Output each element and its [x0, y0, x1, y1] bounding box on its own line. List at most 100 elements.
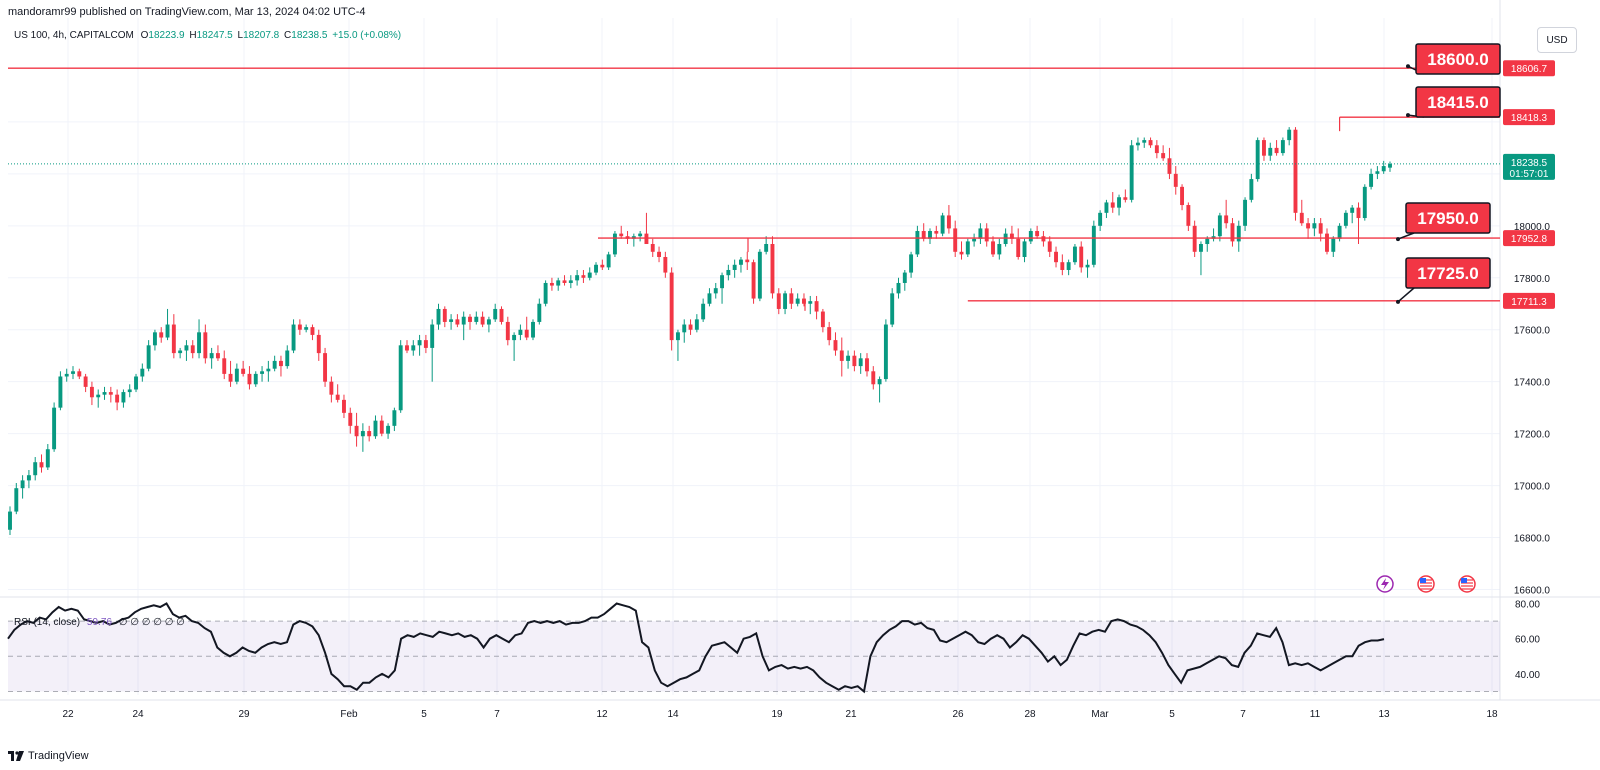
- x-tick-label: 18: [1486, 709, 1498, 720]
- candle-body: [247, 373, 252, 385]
- level-callout-box[interactable]: [1405, 202, 1491, 234]
- high-value: 18247.5: [196, 30, 233, 41]
- currency-button[interactable]: USD: [1537, 27, 1577, 53]
- candle-body: [335, 394, 340, 400]
- level-axis-badge: [1503, 292, 1555, 309]
- candle-body: [751, 262, 756, 299]
- candle-body: [215, 353, 220, 359]
- candle-body: [764, 244, 769, 252]
- footer-brand-label: TradingView: [28, 750, 89, 762]
- candle-body: [1362, 186, 1367, 219]
- candle-body: [512, 334, 517, 341]
- candle-body: [808, 301, 813, 304]
- open-value: 18223.9: [148, 30, 185, 41]
- candle-body: [354, 425, 359, 437]
- level-callout-box[interactable]: [1415, 86, 1501, 118]
- level-callout-label: 18600.0: [1427, 50, 1488, 69]
- candle-body: [20, 480, 25, 489]
- candle-body: [839, 350, 844, 361]
- close-value: 18238.5: [291, 30, 328, 41]
- candle-body: [940, 215, 945, 234]
- candle-body: [474, 316, 479, 322]
- price-tick-label: 16800.0: [1514, 534, 1551, 545]
- candle-body: [562, 280, 567, 283]
- rsi-plot: [7, 602, 1385, 694]
- us-flag-icon[interactable]: [1417, 575, 1435, 593]
- axes: 22 24 29 Feb 5 7 12 14 19 21 26 28 Mar 5 7 11 13 18 16600.…: [62, 222, 1550, 720]
- candle-body: [682, 324, 687, 333]
- candle-body: [190, 345, 195, 354]
- candle-body: [386, 425, 391, 434]
- x-tick-label: 5: [421, 709, 427, 720]
- level-callout-box[interactable]: [1405, 257, 1491, 289]
- current-price-badge: [1503, 153, 1555, 180]
- level-axis-badge: [1503, 60, 1555, 77]
- level-axis-badge: [1503, 109, 1555, 126]
- candle-body: [33, 462, 38, 476]
- candle-body: [146, 345, 151, 369]
- candle-body: [1085, 264, 1090, 268]
- x-tick-label: 7: [494, 709, 500, 720]
- candle-body: [323, 353, 328, 382]
- x-tick-label: Feb: [340, 709, 358, 720]
- candle-body: [1142, 140, 1147, 143]
- candle-body: [449, 319, 454, 322]
- tradingview-logo-icon: [8, 750, 24, 761]
- candle-body: [203, 332, 208, 359]
- level-callout-box[interactable]: [1415, 43, 1501, 75]
- candle-body: [896, 282, 901, 294]
- open-prefix: O: [140, 30, 149, 41]
- candle-body: [411, 345, 416, 351]
- candle-body: [1129, 145, 1134, 200]
- candle-body: [234, 368, 239, 382]
- candle-body: [776, 293, 781, 309]
- candle-body: [997, 244, 1002, 255]
- candle-body: [39, 462, 44, 468]
- lightning-icon[interactable]: [1376, 575, 1394, 593]
- candle-body: [1066, 262, 1071, 270]
- candle-body: [1135, 142, 1140, 146]
- symbol-info: US 100, 4h, CAPITALCOM O18223.9 H18247.5…: [14, 30, 401, 41]
- candle-body: [8, 511, 12, 530]
- level-callout-label: 17950.0: [1417, 209, 1478, 228]
- candle-body: [140, 368, 145, 377]
- candle-body: [121, 392, 126, 403]
- candle-body: [1217, 215, 1222, 237]
- candle-body: [115, 394, 120, 403]
- level-axis-label: 17952.8: [1511, 234, 1548, 245]
- candle-body: [600, 264, 605, 268]
- price-tick-label: 17000.0: [1514, 482, 1551, 493]
- candle-body: [644, 233, 649, 245]
- candle-body: [1110, 202, 1115, 208]
- candle-body: [1375, 171, 1380, 174]
- candle-body: [669, 272, 674, 341]
- horizontal-levels[interactable]: 18238.501:57:01 18606.7 18600.0 18418.3 1841…: [8, 43, 1555, 311]
- rsi-line: [7, 602, 1385, 694]
- price-tick-label: 17200.0: [1514, 430, 1551, 441]
- us-flag-icon[interactable]: [1458, 575, 1476, 593]
- footer-brand[interactable]: TradingView: [8, 750, 89, 762]
- candle-body: [852, 355, 857, 367]
- candle-body: [209, 353, 214, 359]
- candle-body: [770, 244, 775, 294]
- close-prefix: C: [284, 30, 292, 41]
- callout-pointer: [1397, 232, 1415, 240]
- candle-body: [720, 275, 725, 289]
- level-axis-label: 18606.7: [1511, 64, 1548, 75]
- candle-body: [1104, 202, 1109, 213]
- candle-body: [1035, 231, 1040, 237]
- event-icons[interactable]: [1376, 575, 1476, 593]
- publisher-header: mandoramr99 published on TradingView.com…: [8, 6, 366, 18]
- candle-body: [871, 371, 876, 385]
- candle-body: [959, 251, 964, 255]
- candle-body: [184, 345, 189, 351]
- candle-body: [316, 334, 321, 354]
- candle-body: [946, 215, 951, 229]
- candle-body: [260, 371, 265, 374]
- price-tick-label: 16600.0: [1514, 586, 1551, 597]
- rsi-tick-label: 40.00: [1515, 670, 1540, 681]
- x-tick-label: 26: [952, 709, 964, 720]
- x-tick-label: Mar: [1091, 709, 1109, 720]
- candle-body: [297, 324, 302, 330]
